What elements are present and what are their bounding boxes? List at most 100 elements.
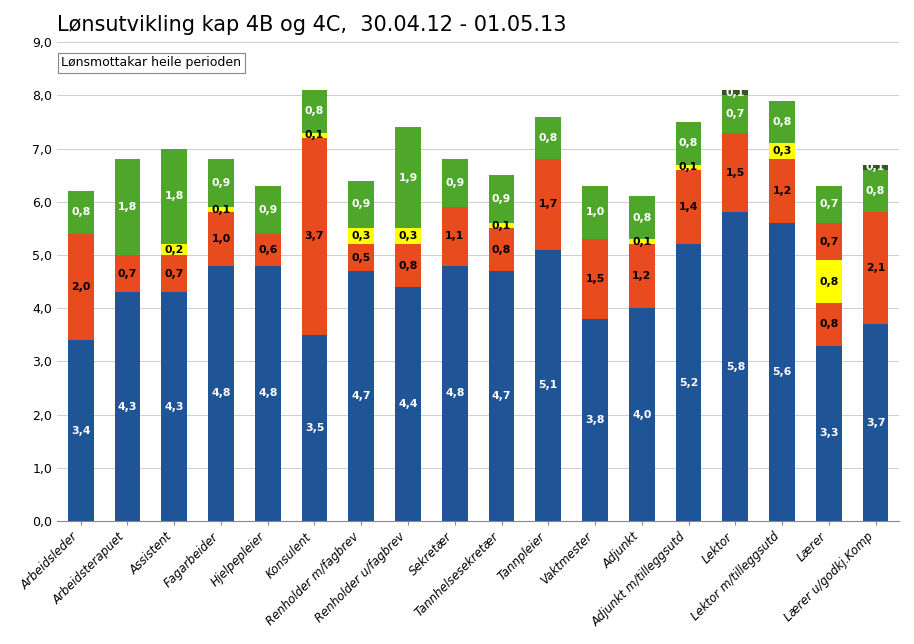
Bar xyxy=(255,234,281,266)
Bar xyxy=(162,244,187,255)
Bar xyxy=(395,244,420,287)
Bar xyxy=(302,138,327,335)
Bar xyxy=(675,244,701,521)
Bar xyxy=(302,90,327,133)
Text: 1,0: 1,0 xyxy=(211,234,230,244)
Text: 0,2: 0,2 xyxy=(165,245,184,254)
Bar xyxy=(816,303,842,345)
Bar xyxy=(582,319,608,521)
Bar xyxy=(348,244,374,271)
Bar xyxy=(255,266,281,521)
Text: 3,7: 3,7 xyxy=(866,418,886,428)
Bar xyxy=(863,164,888,170)
Text: 4,7: 4,7 xyxy=(492,391,511,401)
Text: 0,8: 0,8 xyxy=(399,261,418,270)
Bar xyxy=(162,292,187,521)
Text: 0,1: 0,1 xyxy=(632,237,652,247)
Text: 4,8: 4,8 xyxy=(445,388,464,399)
Text: 1,9: 1,9 xyxy=(399,173,418,183)
Text: 4,0: 4,0 xyxy=(632,410,652,420)
Bar xyxy=(114,292,140,521)
Text: 4,7: 4,7 xyxy=(352,391,371,401)
Bar xyxy=(629,239,654,244)
Bar xyxy=(770,159,795,223)
Bar xyxy=(629,244,654,308)
Text: 0,8: 0,8 xyxy=(819,319,838,329)
Text: 4,3: 4,3 xyxy=(118,402,137,412)
Text: 1,2: 1,2 xyxy=(772,186,792,196)
Text: 0,6: 0,6 xyxy=(258,245,278,254)
Text: 0,3: 0,3 xyxy=(352,231,371,242)
Bar xyxy=(302,335,327,521)
Bar xyxy=(162,255,187,292)
Text: 0,7: 0,7 xyxy=(726,109,745,119)
Bar xyxy=(395,229,420,244)
Bar xyxy=(68,234,93,340)
Text: 0,8: 0,8 xyxy=(866,186,886,196)
Text: 1,8: 1,8 xyxy=(165,191,184,202)
Text: 1,5: 1,5 xyxy=(726,167,745,178)
Text: 0,9: 0,9 xyxy=(445,178,464,188)
Bar xyxy=(441,207,468,266)
Text: 5,8: 5,8 xyxy=(726,362,745,372)
Bar xyxy=(629,308,654,521)
Bar xyxy=(536,159,561,250)
Text: 0,1: 0,1 xyxy=(211,205,230,215)
Bar xyxy=(770,100,795,143)
Text: 0,5: 0,5 xyxy=(352,252,371,263)
Bar xyxy=(441,159,468,207)
Bar xyxy=(816,345,842,521)
Bar xyxy=(770,143,795,159)
Bar xyxy=(489,223,515,229)
Text: 0,9: 0,9 xyxy=(258,205,277,215)
Bar xyxy=(863,170,888,213)
Text: 0,1: 0,1 xyxy=(492,221,511,231)
Text: 4,8: 4,8 xyxy=(211,388,230,399)
Bar xyxy=(816,223,842,260)
Bar xyxy=(722,95,749,133)
Text: 4,4: 4,4 xyxy=(399,399,418,409)
Text: Lønsmottakar heile perioden: Lønsmottakar heile perioden xyxy=(61,57,241,70)
Text: 0,8: 0,8 xyxy=(71,207,90,218)
Bar xyxy=(536,117,561,159)
Text: 1,4: 1,4 xyxy=(679,202,698,212)
Text: 0,7: 0,7 xyxy=(118,269,137,279)
Bar xyxy=(348,229,374,244)
Bar xyxy=(395,287,420,521)
Text: 0,8: 0,8 xyxy=(492,245,511,254)
Bar xyxy=(255,186,281,234)
Text: 3,3: 3,3 xyxy=(819,428,839,439)
Text: 0,1: 0,1 xyxy=(726,88,745,98)
Bar xyxy=(68,191,93,234)
Bar xyxy=(348,180,374,229)
Bar xyxy=(536,250,561,521)
Bar xyxy=(770,223,795,521)
Text: 5,1: 5,1 xyxy=(538,381,558,390)
Text: 3,8: 3,8 xyxy=(585,415,605,425)
Bar xyxy=(722,90,749,95)
Bar xyxy=(489,271,515,521)
Text: 1,1: 1,1 xyxy=(445,231,464,242)
Bar xyxy=(629,196,654,239)
Text: 4,3: 4,3 xyxy=(165,402,184,412)
Bar xyxy=(208,213,234,266)
Bar xyxy=(863,213,888,324)
Text: 0,9: 0,9 xyxy=(211,178,230,188)
Bar xyxy=(816,186,842,223)
Text: 0,7: 0,7 xyxy=(819,237,838,247)
Text: 0,1: 0,1 xyxy=(866,162,886,172)
Bar xyxy=(441,266,468,521)
Bar xyxy=(208,159,234,207)
Text: Lønsmottakar heile perioden: Lønsmottakar heile perioden xyxy=(61,57,241,70)
Bar xyxy=(208,207,234,213)
Bar xyxy=(489,229,515,271)
Bar xyxy=(863,324,888,521)
Text: 1,0: 1,0 xyxy=(586,207,605,218)
Text: 5,2: 5,2 xyxy=(679,378,698,388)
Text: 0,8: 0,8 xyxy=(538,133,558,143)
Text: 0,1: 0,1 xyxy=(305,130,324,140)
Text: 0,8: 0,8 xyxy=(305,106,324,117)
Bar xyxy=(68,340,93,521)
Bar xyxy=(722,213,749,521)
Text: 2,1: 2,1 xyxy=(866,263,886,273)
